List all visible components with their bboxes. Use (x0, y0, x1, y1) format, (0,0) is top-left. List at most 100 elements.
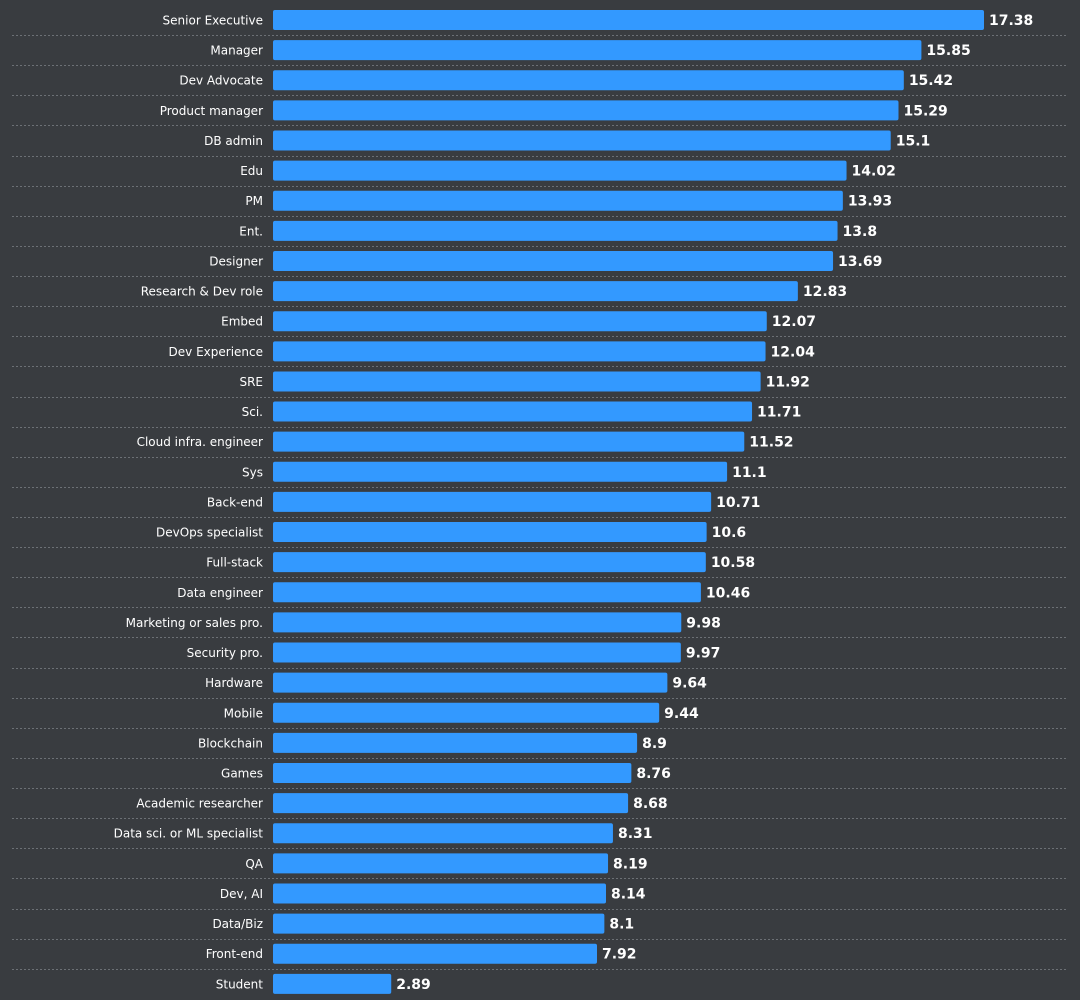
bar-6[interactable] (273, 190, 843, 211)
value-label-5: 14.02 (852, 164, 896, 180)
value-label-17: 10.6 (712, 525, 747, 541)
bar-1[interactable] (273, 40, 922, 61)
value-label-26: 8.68 (633, 796, 668, 812)
category-label-7: Ent. (239, 224, 263, 238)
bar-2[interactable] (273, 70, 904, 91)
category-label-6: PM (245, 194, 263, 208)
value-label-4: 15.1 (896, 133, 931, 149)
category-label-22: Hardware (205, 676, 263, 690)
value-label-20: 9.98 (686, 615, 721, 631)
bar-8[interactable] (273, 250, 834, 271)
category-label-3: Product manager (160, 104, 263, 118)
bar-18[interactable] (273, 552, 706, 573)
bar-29[interactable] (273, 883, 606, 904)
bar-31[interactable] (273, 943, 597, 964)
bars-group (273, 10, 984, 994)
value-label-12: 11.92 (766, 374, 810, 390)
category-label-32: Student (216, 977, 264, 991)
value-label-10: 12.07 (772, 314, 816, 330)
bar-14[interactable] (273, 431, 745, 452)
bar-17[interactable] (273, 522, 707, 543)
bar-27[interactable] (273, 823, 613, 844)
category-label-14: Cloud infra. engineer (137, 435, 263, 449)
bar-24[interactable] (273, 732, 638, 753)
bar-5[interactable] (273, 160, 847, 181)
value-label-16: 10.71 (716, 495, 760, 511)
value-label-19: 10.46 (706, 585, 750, 601)
category-label-23: Mobile (224, 706, 263, 720)
bar-11[interactable] (273, 341, 766, 362)
category-label-9: Research & Dev role (141, 285, 263, 299)
bar-20[interactable] (273, 612, 682, 633)
category-label-17: DevOps specialist (156, 526, 263, 540)
bar-7[interactable] (273, 220, 838, 241)
value-label-13: 11.71 (757, 405, 801, 421)
bar-25[interactable] (273, 763, 632, 783)
category-label-28: QA (245, 857, 263, 871)
category-label-1: Manager (210, 44, 263, 58)
value-label-30: 8.1 (609, 917, 634, 933)
bar-26[interactable] (273, 793, 629, 814)
value-label-14: 11.52 (749, 435, 793, 451)
bar-12[interactable] (273, 371, 761, 392)
value-labels: 17.38 15.85 15.42 15.29 15.114.02 13.93 13.8 13… (396, 13, 1033, 993)
bar-21[interactable] (273, 642, 681, 663)
value-label-6: 13.93 (848, 194, 892, 210)
bar-13[interactable] (273, 401, 753, 422)
category-label-21: Security pro. (187, 646, 263, 660)
category-label-8: Designer (209, 254, 263, 268)
value-label-25: 8.76 (636, 766, 671, 782)
bar-0[interactable] (273, 10, 984, 30)
value-label-18: 10.58 (711, 555, 755, 571)
value-label-0: 17.38 (989, 13, 1033, 29)
value-label-21: 9.97 (686, 646, 721, 662)
category-label-10: Embed (221, 315, 263, 329)
category-label-15: Sys (242, 465, 263, 479)
bar-16[interactable] (273, 491, 712, 512)
value-label-15: 11.1 (732, 465, 767, 481)
value-label-3: 15.29 (904, 103, 948, 119)
value-label-7: 13.8 (843, 224, 878, 240)
category-label-26: Academic researcher (136, 797, 263, 811)
value-label-11: 12.04 (771, 344, 816, 360)
bar-23[interactable] (273, 702, 660, 723)
category-label-25: Games (221, 767, 263, 781)
category-label-24: Blockchain (198, 736, 263, 750)
value-label-28: 8.19 (613, 856, 648, 872)
bar-32[interactable] (273, 973, 392, 994)
value-label-27: 8.31 (618, 826, 653, 842)
category-label-30: Data/Biz (212, 917, 263, 931)
value-label-8: 13.69 (838, 254, 882, 270)
bar-30[interactable] (273, 913, 605, 934)
value-label-24: 8.9 (642, 736, 667, 752)
value-label-31: 7.92 (602, 947, 637, 963)
value-label-2: 15.42 (909, 73, 953, 89)
category-label-19: Data engineer (177, 586, 263, 600)
category-labels: Senior Executive Manager Dev Advocate Produ… (114, 14, 264, 992)
bar-28[interactable] (273, 853, 609, 874)
category-label-16: Back-end (207, 495, 263, 509)
value-label-32: 2.89 (396, 977, 431, 993)
category-label-4: DB admin (204, 134, 263, 148)
bar-22[interactable] (273, 672, 668, 693)
bar-4[interactable] (273, 130, 891, 151)
category-label-11: Dev Experience (169, 345, 263, 359)
value-label-22: 9.64 (672, 676, 707, 692)
category-label-13: Sci. (242, 405, 263, 419)
bar-3[interactable] (273, 100, 899, 121)
value-label-1: 15.85 (926, 43, 970, 59)
category-label-0: Senior Executive (163, 14, 263, 28)
bar-10[interactable] (273, 311, 767, 332)
category-label-27: Data sci. or ML specialist (114, 827, 264, 841)
value-label-9: 12.83 (803, 284, 847, 300)
category-label-5: Edu (240, 164, 263, 178)
bar-15[interactable] (273, 461, 728, 482)
value-label-23: 9.44 (664, 706, 699, 722)
bar-9[interactable] (273, 281, 798, 302)
category-label-18: Full-stack (206, 556, 263, 570)
category-label-20: Marketing or sales pro. (126, 616, 263, 630)
bar-19[interactable] (273, 582, 701, 603)
category-label-29: Dev, AI (220, 887, 263, 901)
